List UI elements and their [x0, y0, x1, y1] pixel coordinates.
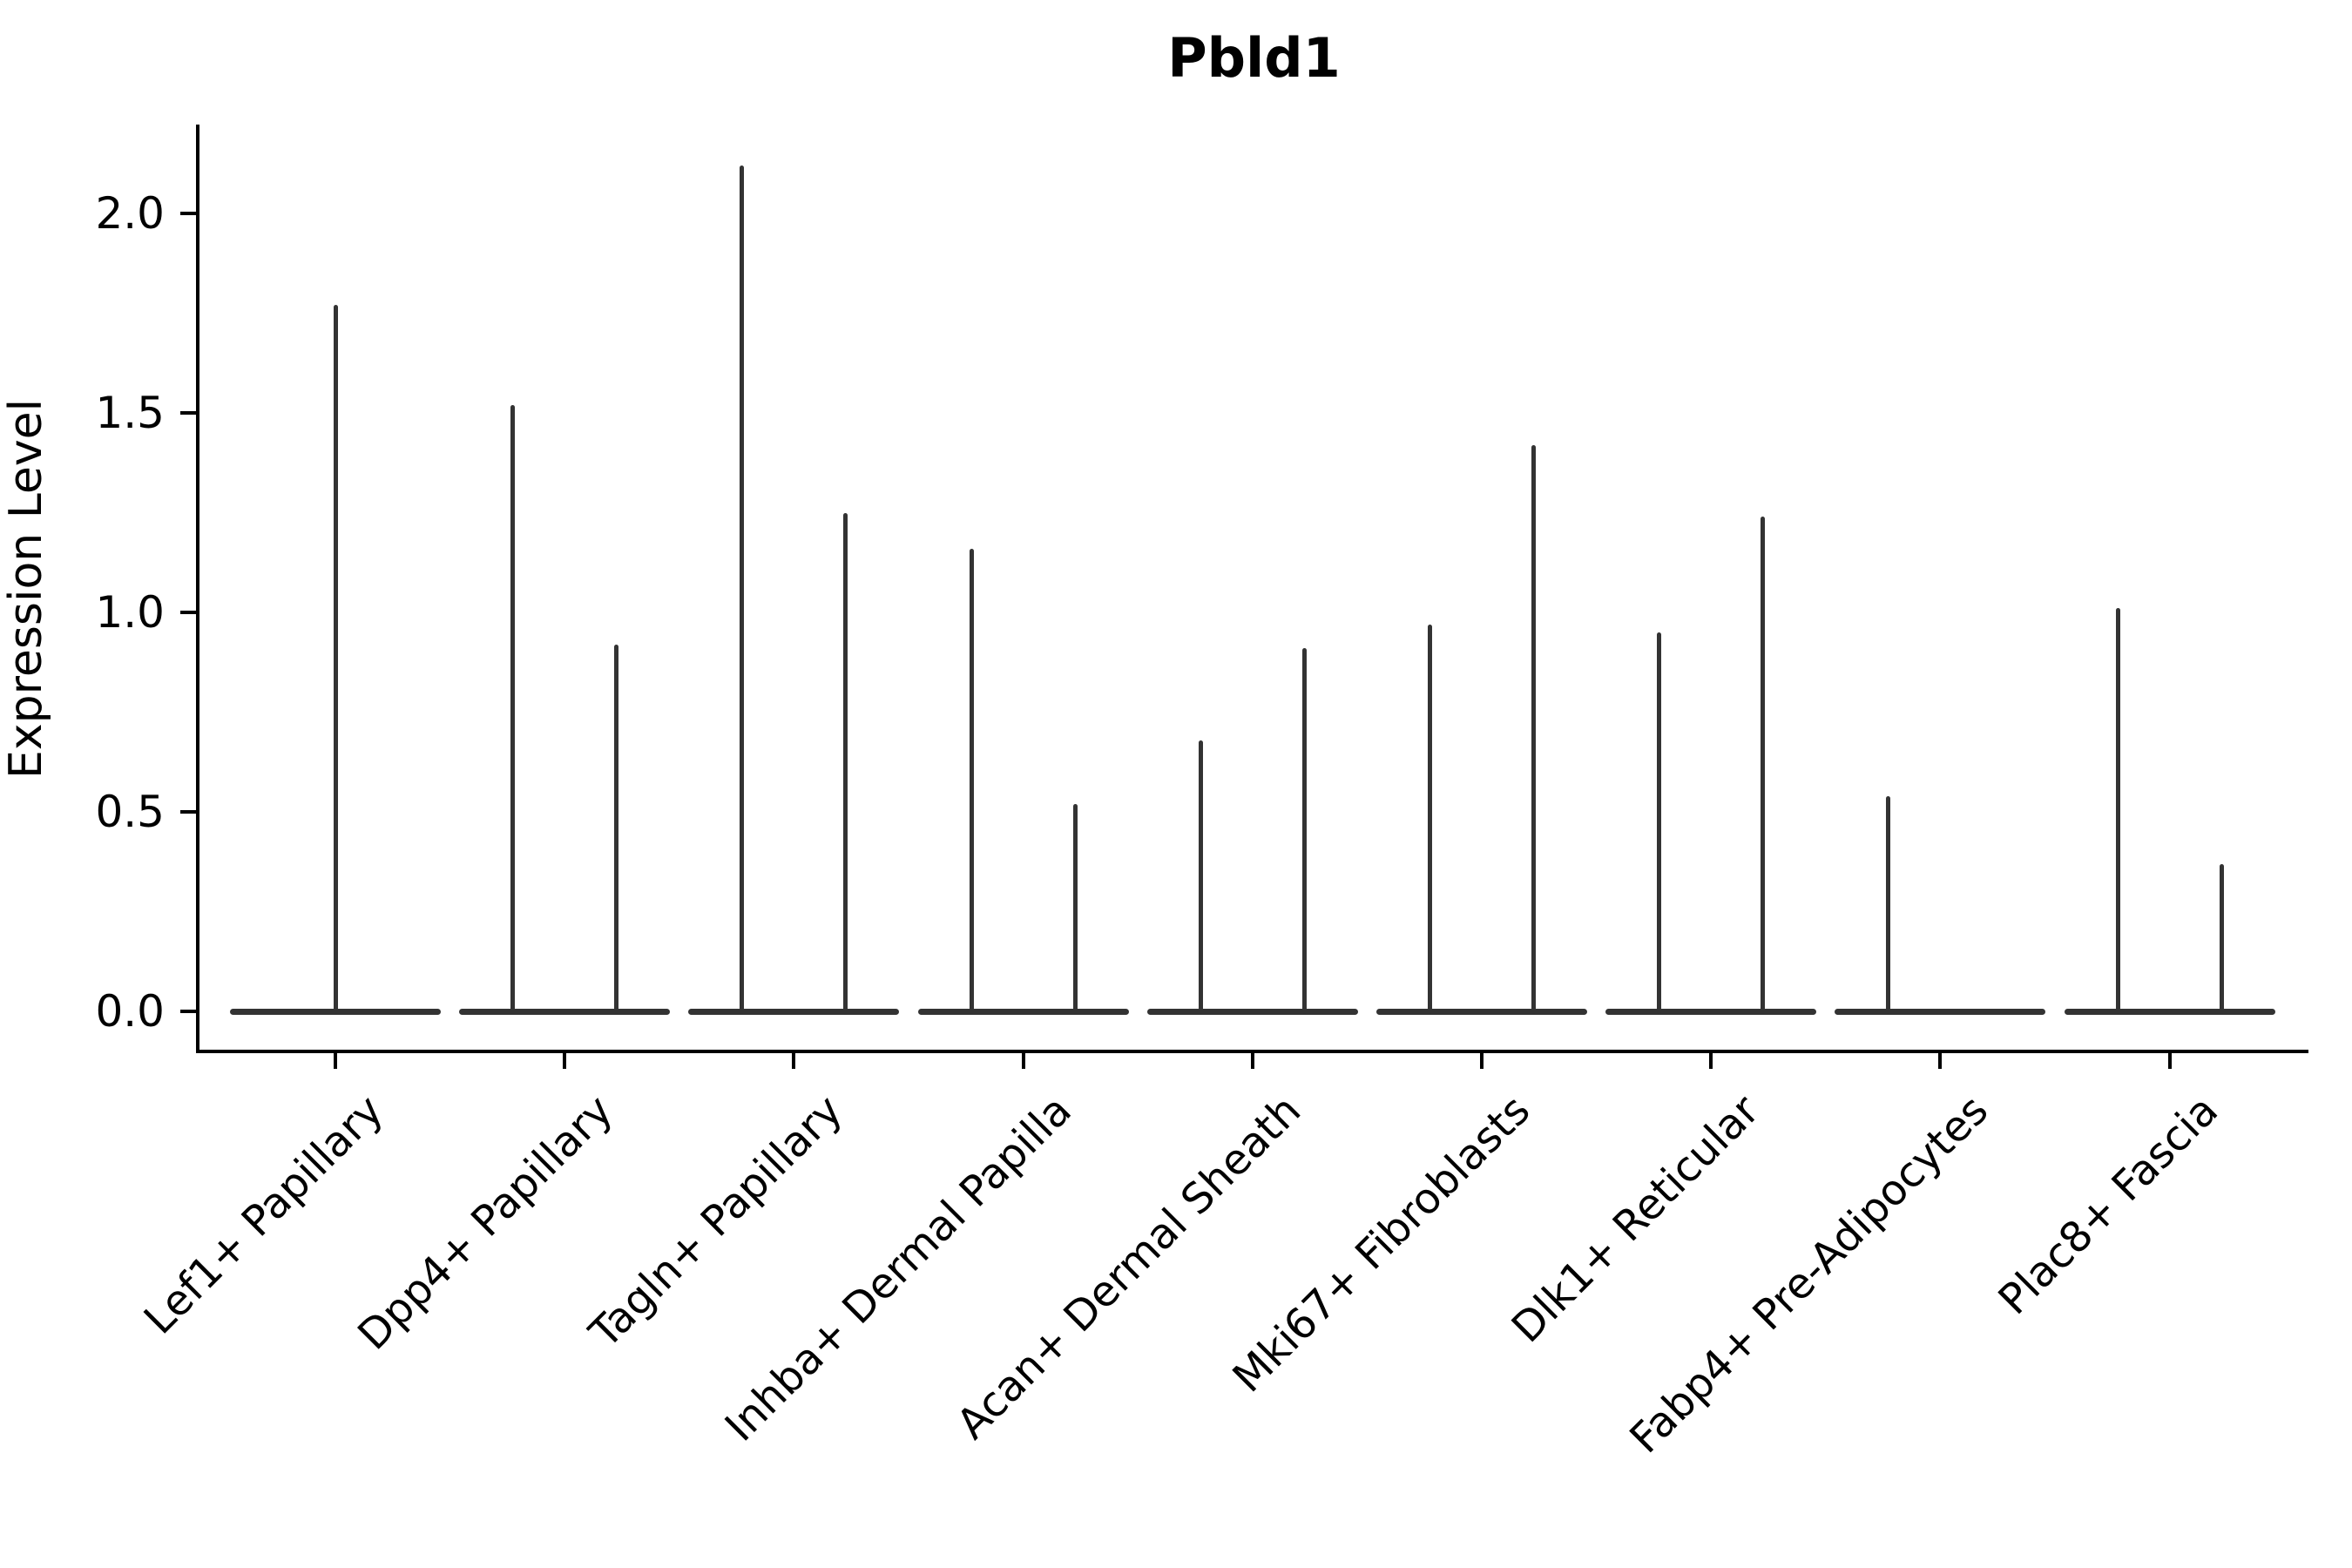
x-tick-label: Dlk1+ Reticular [1502, 1085, 1769, 1353]
x-tick-mark [1709, 1053, 1713, 1069]
violin-spike [1657, 632, 1662, 1015]
violin-spike [1301, 648, 1307, 1015]
violin-spike [969, 548, 974, 1015]
violin-baseline [1376, 1008, 1587, 1015]
y-tick-label: 2.0 [95, 188, 165, 239]
violin-spike [843, 512, 848, 1015]
violin-spike [1761, 517, 1766, 1015]
x-tick-label: Lef1+ Papillary [135, 1085, 394, 1344]
x-tick-label: Plac8+ Fascia [1989, 1085, 2227, 1325]
x-tick-mark [334, 1053, 337, 1069]
x-tick-mark [1021, 1053, 1025, 1069]
x-tick-label: Tagln+ Papillary [579, 1085, 852, 1358]
violin-spike [1531, 444, 1536, 1015]
y-axis-label-text: Expression Level [0, 398, 52, 780]
y-tick-label: 0.0 [95, 986, 165, 1037]
violin-spike [333, 305, 338, 1015]
x-tick-mark [563, 1053, 567, 1069]
y-tick-mark [180, 411, 196, 415]
violin-spike [2115, 608, 2120, 1015]
violin-baseline [1835, 1008, 2046, 1015]
y-tick-mark [180, 810, 196, 814]
x-axis-spine [196, 1050, 2308, 1053]
violin-spike [740, 166, 745, 1015]
x-tick-mark [1480, 1053, 1484, 1069]
violin-spike [614, 644, 619, 1015]
y-tick-label: 0.5 [95, 787, 165, 837]
violin-spike [1072, 803, 1078, 1015]
violin-baseline [1605, 1008, 1817, 1015]
y-tick-label: 1.5 [95, 388, 165, 438]
violin-spike [2219, 863, 2224, 1015]
violin-spike [1886, 795, 1891, 1015]
violin-baseline [917, 1008, 1129, 1015]
y-tick-mark [180, 1010, 196, 1013]
y-tick-mark [180, 212, 196, 215]
violin-spike [510, 404, 516, 1015]
x-tick-mark [2167, 1053, 2172, 1069]
violin-spike [1198, 740, 1203, 1015]
violin-baseline [688, 1008, 900, 1015]
y-axis-spine [196, 125, 199, 1053]
x-tick-mark [792, 1053, 796, 1069]
violin-baseline [459, 1008, 671, 1015]
y-tick-label: 1.0 [95, 587, 165, 638]
x-tick-mark [1250, 1053, 1254, 1069]
y-tick-mark [180, 611, 196, 614]
violin-baseline [2064, 1008, 2275, 1015]
chart-title: Pbld1 [1167, 26, 1341, 90]
violin-spike [1428, 624, 1432, 1015]
violin-baseline [1146, 1008, 1358, 1015]
x-tick-mark [1938, 1053, 1943, 1069]
x-tick-label: Dpp4+ Papillary [348, 1085, 623, 1360]
